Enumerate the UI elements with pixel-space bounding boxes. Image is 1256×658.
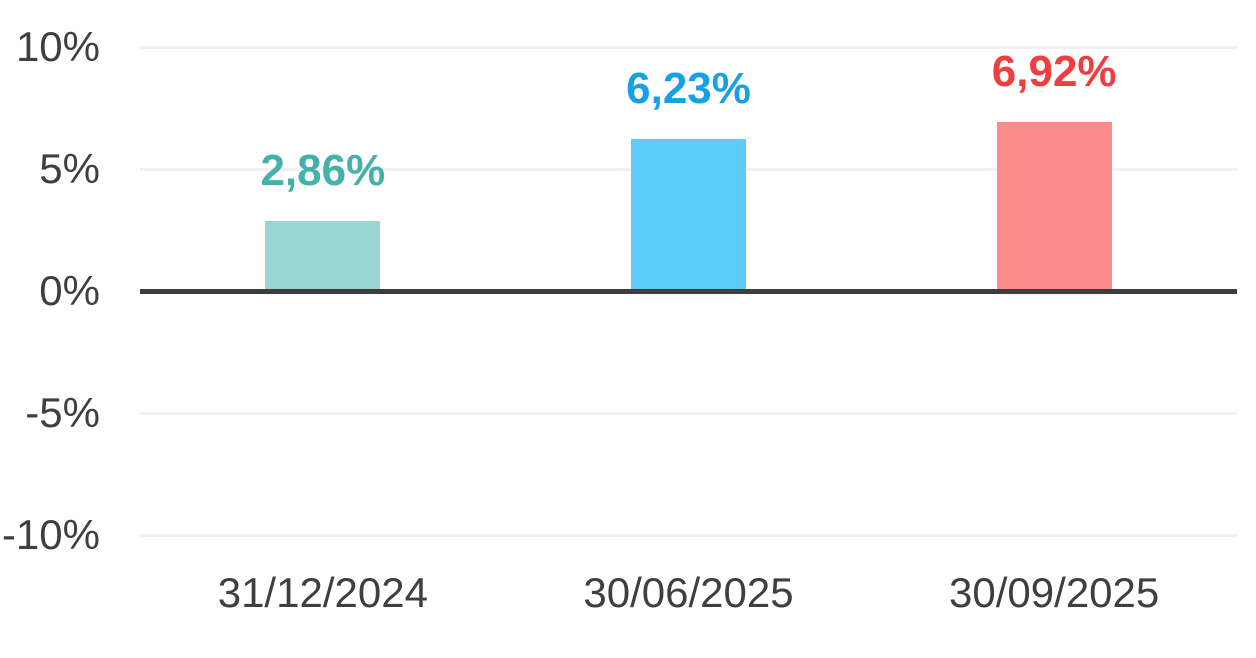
zero-axis-line [140,288,1237,294]
gridline [140,533,1237,537]
gridline [140,45,1237,49]
x-axis-tick-label: 30/06/2025 [583,569,794,616]
y-axis-tick-label: -10% [1,511,100,558]
y-axis-tick-label: 5% [39,145,100,192]
bar-value-label: 2,86% [260,146,386,195]
x-axis-tick-label: 31/12/2024 [217,569,428,616]
bar [996,122,1112,291]
bar-value-label: 6,23% [626,64,751,113]
x-axis-tick-label: 30/09/2025 [949,569,1160,616]
y-axis-tick-label: -5% [25,389,100,436]
bar [265,221,381,291]
y-axis-tick-label: 0% [39,267,100,314]
bar-value-label: 6,92% [991,47,1117,96]
y-axis-tick-label: 10% [15,23,100,70]
gridline [140,411,1237,415]
bar [631,139,746,291]
